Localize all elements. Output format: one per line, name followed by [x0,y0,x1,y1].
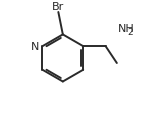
Text: Br: Br [52,2,64,12]
Text: 2: 2 [128,27,133,36]
Text: N: N [31,42,40,52]
Text: NH: NH [118,24,135,34]
